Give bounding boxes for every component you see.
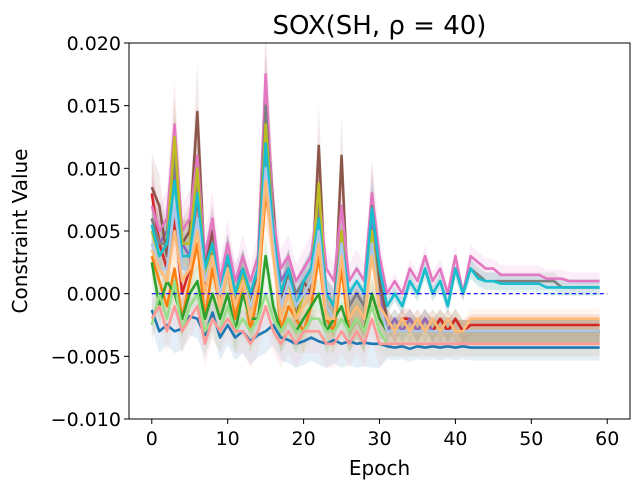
series-line-9 (150, 141, 600, 308)
chart-title: SOX(SH, ρ = 40) (273, 11, 487, 41)
y-axis-label: Constraint Value (8, 149, 32, 314)
x-tick-label: 60 (595, 428, 619, 450)
series-line-6 (150, 73, 600, 295)
y-tick-label: 0.015 (67, 96, 121, 118)
x-tick-label: 0 (146, 428, 158, 450)
y-tick-label: 0.000 (67, 284, 121, 306)
x-tick-label: 20 (291, 428, 315, 450)
y-tick-label: 0.020 (67, 33, 121, 55)
x-tick-label: 40 (443, 428, 467, 450)
x-tick-label: 10 (216, 428, 240, 450)
y-tick-label: −0.010 (51, 409, 121, 431)
y-tick-label: 0.010 (67, 158, 121, 180)
series-line-13 (150, 304, 600, 346)
y-axis-ticks: −0.010 −0.005 0.000 0.005 0.010 0.015 0.020 (51, 33, 129, 431)
x-axis-ticks: 0 10 20 30 40 50 60 (146, 419, 619, 450)
series-lines (150, 73, 600, 351)
series-line-0 (150, 309, 600, 351)
x-axis-label: Epoch (349, 456, 410, 480)
y-tick-label: 0.005 (67, 221, 121, 243)
x-tick-label: 50 (519, 428, 543, 450)
x-tick-label: 30 (367, 428, 391, 450)
y-tick-label: −0.005 (51, 346, 121, 368)
series-line-11 (150, 179, 600, 333)
